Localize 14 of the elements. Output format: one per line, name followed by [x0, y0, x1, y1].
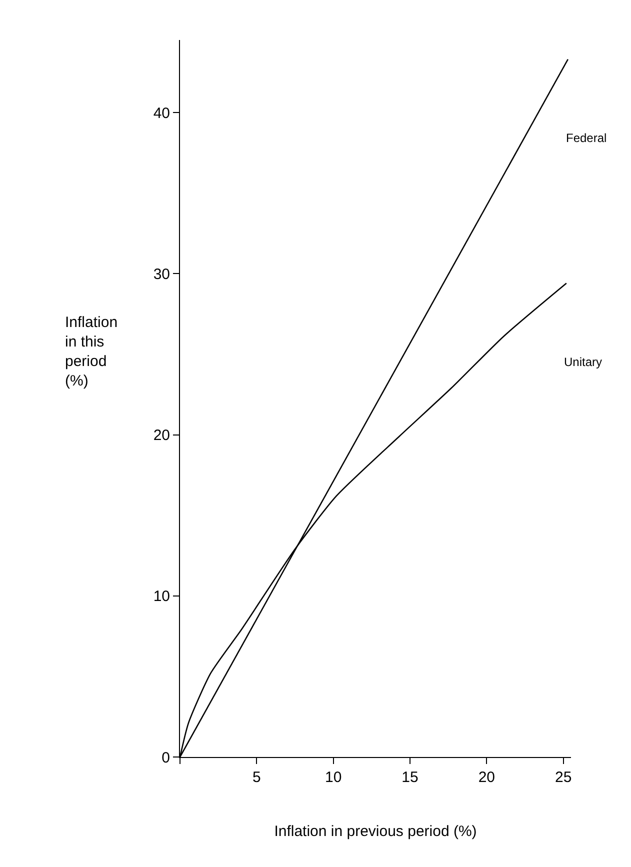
x-axis-title: Inflation in previous period (%) — [274, 823, 477, 840]
y-tick-label: 0 — [162, 749, 170, 766]
y-tick-label: 30 — [153, 266, 170, 283]
y-tick-label: 40 — [153, 104, 170, 122]
x-tick-label: 10 — [324, 769, 342, 786]
y-tick-label: 20 — [153, 427, 170, 444]
text: Unitary — [564, 355, 602, 369]
x-tick-label: 5 — [252, 769, 261, 786]
x-tick-label: 25 — [554, 769, 572, 786]
x-tick-label: 15 — [402, 769, 418, 786]
x-tick-label: 20 — [478, 769, 496, 786]
y-axis-title: Inflation in this period (%) — [65, 314, 118, 390]
y-tick-label: 10 — [153, 588, 170, 606]
text: Federal — [566, 131, 607, 145]
